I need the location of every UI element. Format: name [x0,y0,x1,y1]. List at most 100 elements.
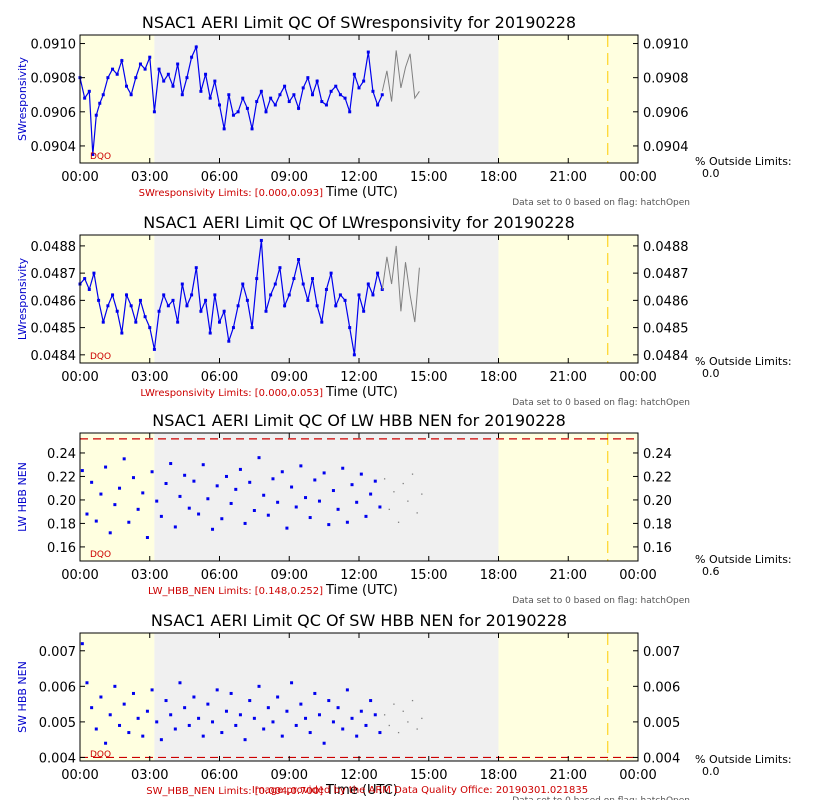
data-point [222,127,226,131]
y-tick-label-left: 0.0488 [31,240,77,255]
data-point [178,494,182,498]
data-point [304,716,308,720]
y-tick-label-right: 0.0488 [643,240,689,255]
flagged-data-point [421,717,423,720]
y-tick-label-left: 0.22 [47,470,76,485]
y-tick-label-right: 0.0904 [643,140,689,155]
data-point [97,298,101,302]
shaded-region [498,633,638,761]
data-point [125,84,128,88]
data-point [129,304,133,308]
data-point [308,516,312,520]
data-point [294,505,298,509]
y-tick-label-right: 0.0484 [643,349,689,364]
data-point [329,271,333,275]
data-point [176,62,180,66]
data-point [248,480,252,484]
data-point [311,277,314,281]
data-point [180,93,184,97]
data-point [150,688,154,692]
data-point [355,734,359,738]
pct-outside-value: 0.0 [702,167,720,180]
data-point [141,491,145,495]
data-point [322,471,326,475]
data-point [376,103,380,107]
dqo-label: DQO [90,152,111,162]
x-tick-label: 06:00 [201,568,238,583]
data-point [190,293,194,297]
data-point [106,76,110,80]
x-tick-label: 09:00 [271,170,308,185]
data-point [276,500,280,504]
y-tick-label-right: 0.0908 [643,72,689,87]
limits-label: SWresponsivity Limits: [0.000,0.093] [139,188,323,199]
x-tick-label: 00:00 [619,568,656,583]
data-point [341,727,345,731]
data-point [331,489,335,493]
y-axis-label: SWresponsivity [16,57,29,141]
data-point [134,76,138,80]
dqo-label: DQO [90,550,111,560]
data-point [129,93,133,97]
shaded-region [154,433,499,561]
data-point [190,55,194,59]
data-point [236,110,240,114]
chart-panel-1: 00:00 03:00 06:00 09:00 12:00 15:00 18:00 21:00… [16,13,792,208]
data-point [280,734,284,738]
y-tick-label-right: 0.0486 [643,294,689,309]
data-point [243,521,247,525]
flagged-data-point [388,724,390,727]
data-point [192,479,196,483]
flag-note: Data set to 0 based on flag: hatchOpen [512,398,690,408]
y-tick-label-left: 0.16 [47,541,76,556]
data-point [338,293,342,297]
data-point [229,501,233,505]
data-point [136,716,140,720]
data-point [127,731,131,735]
data-point [359,709,363,713]
data-point [231,113,235,117]
data-point [171,298,175,302]
data-point [362,79,366,83]
y-tick-label-left: 0.007 [39,645,76,660]
x-tick-label: 00:00 [619,768,656,783]
shaded-region [498,35,638,163]
chart-title: NSAC1 AERI Limit QC Of LW HBB NEN for 20… [152,411,566,430]
data-point [227,93,231,97]
data-point [134,320,138,324]
data-point [250,127,254,131]
data-point [90,706,94,710]
pct-outside-value: 0.0 [702,367,720,380]
y-tick-label-left: 0.004 [39,751,76,766]
flagged-data-point [388,508,390,511]
data-point [352,72,356,76]
data-point [108,713,112,717]
data-point [115,72,119,76]
data-point [206,497,210,501]
data-point [313,478,317,482]
data-point [152,110,156,114]
data-point [229,691,233,695]
data-point [185,76,189,80]
data-point [317,713,321,717]
y-tick-label-left: 0.0487 [31,267,77,282]
data-point [222,309,226,313]
data-point [180,282,184,286]
x-tick-label: 12:00 [340,170,377,185]
data-point [369,699,373,703]
limits-label: LW_HBB_NEN Limits: [0.148,0.252] [148,586,323,597]
data-point [98,101,102,105]
data-point [227,339,231,343]
data-point [145,536,149,540]
data-point [324,103,328,107]
data-point [241,282,245,286]
x-tick-label: 15:00 [410,170,447,185]
data-point [197,512,201,516]
flagged-data-point [407,721,409,723]
pct-outside-label: % Outside Limits: [695,355,792,368]
data-point [301,86,305,90]
x-axis-label: Time (UTC) [325,385,398,400]
data-point [80,469,84,473]
data-point [245,298,249,302]
